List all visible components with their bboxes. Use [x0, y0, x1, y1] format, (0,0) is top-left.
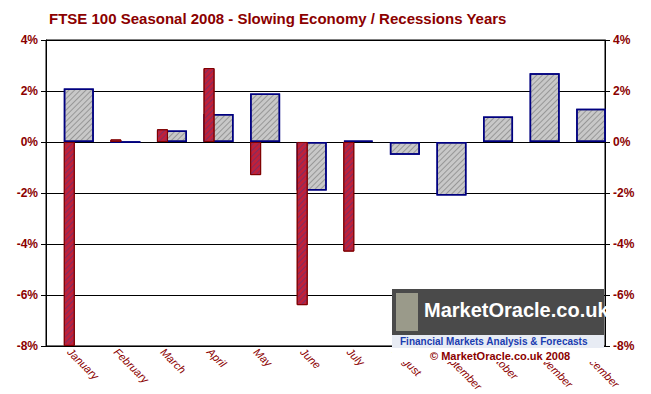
svg-text:August: August: [391, 345, 424, 379]
svg-text:Financial Markets Analysis & F: Financial Markets Analysis & Forecasts: [400, 336, 588, 347]
svg-text:-4%: -4%: [17, 237, 39, 251]
svg-text:February: February: [112, 346, 153, 387]
svg-text:April: April: [204, 345, 229, 370]
svg-text:May: May: [251, 346, 275, 370]
svg-text:October: October: [484, 345, 521, 382]
svg-text:June: June: [297, 345, 323, 371]
svg-text:-8%: -8%: [613, 339, 635, 353]
svg-text:4%: 4%: [613, 33, 631, 47]
svg-text:-2%: -2%: [613, 186, 635, 200]
svg-text:4%: 4%: [21, 33, 39, 47]
svg-text:January: January: [64, 345, 102, 383]
svg-text:-6%: -6%: [17, 288, 39, 302]
svg-text:-8%: -8%: [17, 339, 39, 353]
svg-text:0%: 0%: [21, 135, 39, 149]
svg-text:September: September: [437, 345, 485, 393]
svg-text:0%: 0%: [613, 135, 631, 149]
svg-text:2%: 2%: [613, 84, 631, 98]
svg-text:-6%: -6%: [613, 288, 635, 302]
svg-text:July: July: [344, 345, 368, 369]
svg-text:FTSE 100 Seasonal 2008 - Slowi: FTSE 100 Seasonal 2008 - Slowing Economy…: [49, 10, 506, 27]
svg-text:March: March: [158, 346, 188, 376]
svg-text:MarketOracle.co.uk: MarketOracle.co.uk: [424, 299, 609, 321]
svg-text:-2%: -2%: [17, 186, 39, 200]
svg-text:November: November: [530, 345, 576, 390]
svg-text:December: December: [577, 345, 622, 390]
svg-text:-4%: -4%: [613, 237, 635, 251]
svg-text:© MarketOracle.co.uk 2008: © MarketOracle.co.uk 2008: [430, 350, 570, 362]
svg-text:2%: 2%: [21, 84, 39, 98]
